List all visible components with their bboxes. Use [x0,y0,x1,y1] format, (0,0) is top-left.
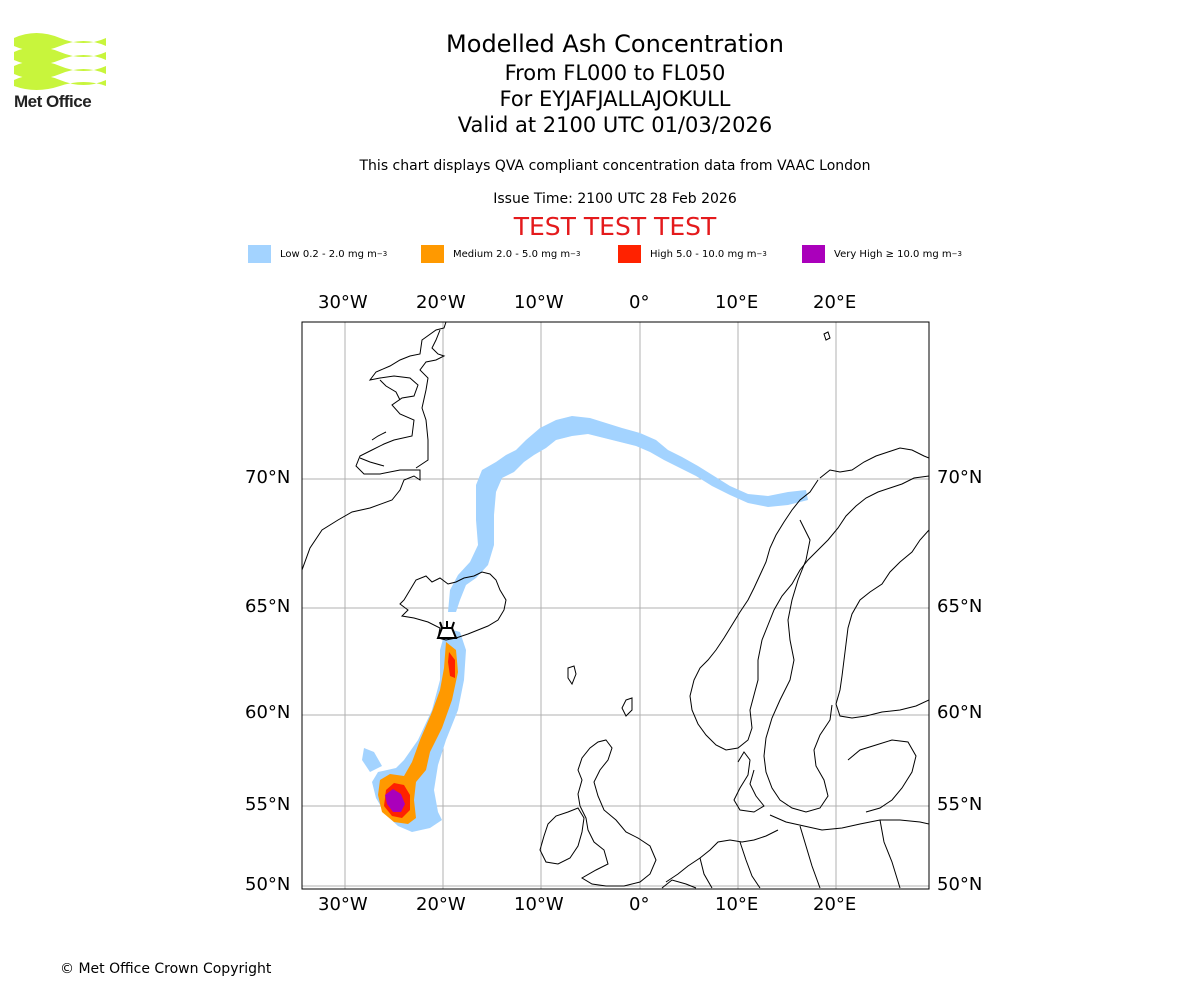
lat-label-left-55n: 55°N [245,794,291,815]
lat-label-right-55n: 55°N [937,794,983,815]
flight-level-range: From FL000 to FL050 [504,61,726,85]
legend-swatch-medium [421,245,444,263]
lat-label-right-50n: 50°N [937,874,983,895]
volcano-marker-icon [436,621,458,639]
logo-wordmark: Met Office [14,92,92,111]
lat-label-left-50n: 50°N [245,874,291,895]
copyright-notice: © Met Office Crown Copyright [60,961,272,977]
chart-title-block: Modelled Ash Concentration From FL000 to… [315,28,915,138]
legend-item-high: High 5.0 - 10.0 mg m −3 [618,243,767,265]
lat-label-left-60n: 60°N [245,702,291,723]
issue-time: Issue Time: 2100 UTC 28 Feb 2026 [493,191,737,207]
legend-label-medium: Medium 2.0 - 5.0 mg m [453,248,571,260]
test-banner: TEST TEST TEST [513,212,717,241]
lon-label-top-30w: 30°W [318,292,368,313]
legend-label-very-high: Very High ≥ 10.0 mg m [834,248,952,260]
legend-label-high: High 5.0 - 10.0 mg m [650,248,757,260]
lon-label-bottom-10e: 10°E [715,894,759,915]
lat-label-right-60n: 60°N [937,702,983,723]
lon-label-bottom-0: 0° [629,894,650,915]
lat-label-left-65n: 65°N [245,596,291,617]
ash-very-high-region [385,789,405,812]
legend-swatch-high [618,245,641,263]
lon-label-top-10e: 10°E [715,292,759,313]
lon-label-top-20e: 20°E [813,292,857,313]
coastlines [302,322,929,889]
legend-swatch-very-high [802,245,825,263]
lat-label-left-70n: 70°N [245,467,291,488]
ash-low-region [362,416,808,832]
lat-label-right-65n: 65°N [937,596,983,617]
chart-description: This chart displays QVA compliant concen… [359,158,871,174]
valid-time: Valid at 2100 UTC 01/03/2026 [457,113,773,137]
lon-label-bottom-10w: 10°W [514,894,564,915]
legend-item-medium: Medium 2.0 - 5.0 mg m −3 [421,243,580,265]
lon-label-top-0: 0° [629,292,650,313]
ash-medium-region [378,642,458,824]
lon-label-top-10w: 10°W [514,292,564,313]
legend-item-low: Low 0.2 - 2.0 mg m −3 [248,243,387,265]
legend-label-low: Low 0.2 - 2.0 mg m [280,248,377,260]
volcano-name: For EYJAFJALLAJOKULL [499,87,731,111]
legend-item-very-high: Very High ≥ 10.0 mg m −3 [802,243,962,265]
lat-label-right-70n: 70°N [937,467,983,488]
map-frame [301,321,930,890]
lon-label-bottom-20w: 20°W [416,894,466,915]
met-office-logo-icon [14,33,106,90]
lon-label-top-20w: 20°W [416,292,466,313]
chart-title: Modelled Ash Concentration [446,30,784,58]
lon-label-bottom-20e: 20°E [813,894,857,915]
legend-swatch-low [248,245,271,263]
lon-label-bottom-30w: 30°W [318,894,368,915]
